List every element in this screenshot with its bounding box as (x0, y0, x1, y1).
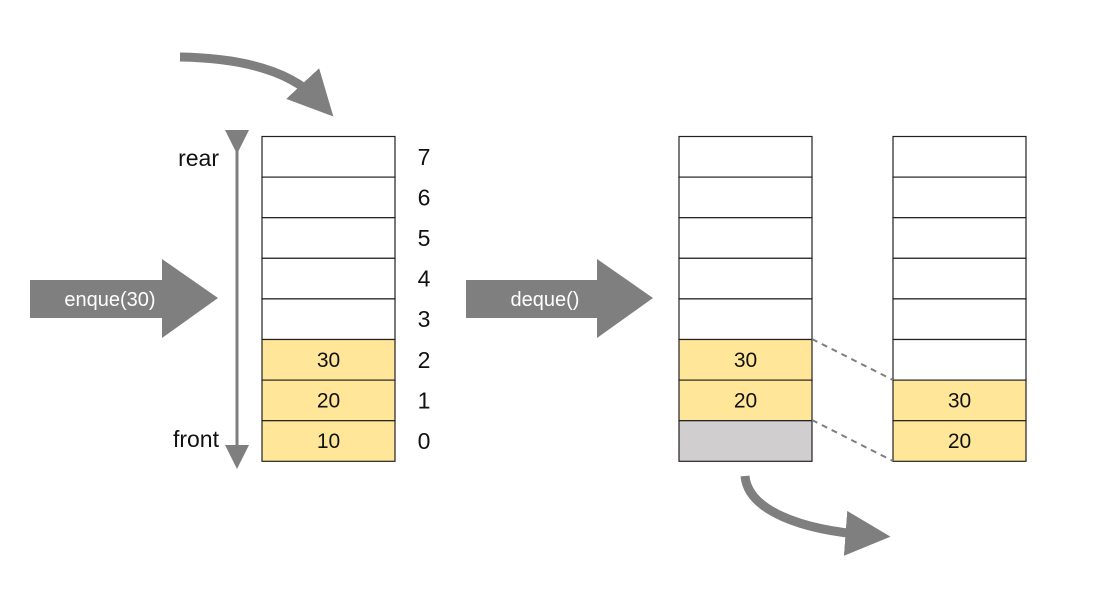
dequeue-after-cell (892, 298, 1027, 341)
dequeue-operation-label: deque() (511, 289, 580, 311)
enqueue-queue-cell (261, 176, 396, 219)
dequeue-after-cell (892, 217, 1027, 259)
queue-index-label: 2 (418, 347, 431, 373)
front-pointer-label: front (173, 426, 220, 452)
dequeue-after-cell (892, 338, 1027, 381)
dequeue-before-cell (678, 257, 813, 300)
dequeue-before-cell (678, 298, 813, 341)
dequeue-outgoing-curved-arrow (740, 475, 891, 556)
dequeue-before-cell (678, 217, 813, 259)
enqueue-queue-cell-value: 20 (317, 389, 340, 412)
dequeue-before-cell (678, 420, 813, 462)
dequeue-after-cell (892, 420, 1027, 462)
queue-index-label: 6 (418, 184, 431, 210)
rear-pointer-label: rear (178, 145, 219, 171)
enqueue-queue-cell (261, 135, 396, 178)
dequeue-after-cell (892, 135, 1027, 178)
dequeue-operation-arrow: deque() (466, 259, 653, 338)
queue-index-label: 5 (418, 225, 431, 251)
enqueue-queue-cell (261, 420, 396, 462)
shift-connector-bottom (811, 419, 894, 462)
enqueue-operation-label: enque(30) (64, 289, 155, 311)
dequeue-after-array: 30 20 (892, 135, 1027, 462)
queue-index-label: 4 (418, 266, 431, 292)
enqueue-queue-cell (261, 298, 396, 341)
dequeue-before-array: 30 20 (678, 135, 813, 462)
enqueue-queue-cell-value: 10 (317, 430, 340, 453)
queue-index-labels: 7 6 5 4 3 2 1 0 (418, 144, 431, 454)
queue-index-label: 7 (418, 144, 431, 170)
enqueue-queue-array: 30 20 10 (261, 135, 396, 462)
dequeue-after-cell-value: 20 (948, 430, 971, 453)
enqueue-queue-cell (261, 257, 396, 300)
dequeue-before-cell (678, 176, 813, 219)
enqueue-queue-cell (261, 338, 396, 381)
dequeue-after-cell (892, 257, 1027, 300)
dequeue-before-cell-value: 30 (734, 349, 757, 372)
enqueue-incoming-curved-arrow (179, 52, 334, 117)
queue-index-label: 1 (418, 387, 431, 413)
shift-connector-top (811, 338, 894, 381)
dequeue-after-cell-value: 30 (948, 389, 971, 412)
enqueue-operation-arrow: enque(30) (30, 259, 218, 338)
dequeue-before-cell-value: 20 (734, 389, 757, 412)
dequeue-before-cell (678, 135, 813, 178)
enqueue-queue-cell-value: 30 (317, 349, 340, 372)
enqueue-queue-cell (261, 217, 396, 259)
dequeue-after-cell (892, 176, 1027, 219)
enqueue-queue-cell (261, 379, 396, 422)
queue-index-label: 3 (418, 306, 431, 332)
queue-index-label: 0 (418, 428, 431, 454)
